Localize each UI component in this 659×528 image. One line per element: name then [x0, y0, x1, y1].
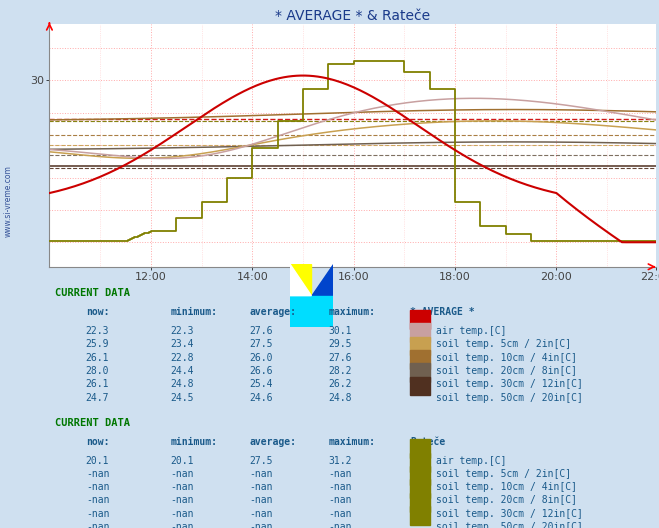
Text: 24.8: 24.8	[171, 379, 194, 389]
Bar	[410, 323, 430, 342]
Bar	[410, 337, 430, 355]
Bar	[410, 376, 430, 395]
Text: minimum:: minimum:	[171, 437, 217, 447]
Text: -nan: -nan	[328, 495, 352, 505]
Text: now:: now:	[86, 307, 109, 317]
Text: -nan: -nan	[328, 522, 352, 528]
Text: -nan: -nan	[328, 482, 352, 492]
Polygon shape	[290, 264, 312, 296]
Text: maximum:: maximum:	[328, 437, 376, 447]
Text: * AVERAGE *: * AVERAGE *	[410, 307, 474, 317]
Text: average:: average:	[250, 437, 297, 447]
Text: -nan: -nan	[171, 495, 194, 505]
Bar	[410, 506, 430, 525]
Bar	[410, 453, 430, 472]
Text: soil temp. 10cm / 4in[C]: soil temp. 10cm / 4in[C]	[436, 353, 577, 363]
Text: soil temp. 50cm / 20in[C]: soil temp. 50cm / 20in[C]	[436, 522, 583, 528]
Text: 31.2: 31.2	[328, 456, 352, 466]
Text: air temp.[C]: air temp.[C]	[436, 456, 506, 466]
Text: 28.0: 28.0	[86, 366, 109, 376]
Text: -nan: -nan	[250, 509, 273, 518]
Text: -nan: -nan	[250, 495, 273, 505]
Text: -nan: -nan	[86, 482, 109, 492]
Title: * AVERAGE * & Rateče: * AVERAGE * & Rateče	[275, 8, 430, 23]
Text: maximum:: maximum:	[328, 307, 376, 317]
Text: now:: now:	[86, 437, 109, 447]
Text: -nan: -nan	[328, 509, 352, 518]
Bar	[410, 493, 430, 512]
Text: soil temp. 5cm / 2in[C]: soil temp. 5cm / 2in[C]	[436, 469, 571, 479]
Text: 26.1: 26.1	[86, 353, 109, 363]
Bar	[410, 350, 430, 369]
Text: CURRENT DATA: CURRENT DATA	[55, 288, 130, 298]
Text: 25.9: 25.9	[86, 340, 109, 350]
Text: soil temp. 50cm / 20in[C]: soil temp. 50cm / 20in[C]	[436, 393, 583, 403]
Text: 27.6: 27.6	[328, 353, 352, 363]
Text: -nan: -nan	[171, 522, 194, 528]
Bar	[290, 264, 312, 296]
Text: www.si-vreme.com: www.si-vreme.com	[3, 165, 13, 237]
Text: -nan: -nan	[171, 482, 194, 492]
Text: soil temp. 5cm / 2in[C]: soil temp. 5cm / 2in[C]	[436, 340, 571, 350]
Text: -nan: -nan	[328, 469, 352, 479]
Text: -nan: -nan	[171, 469, 194, 479]
Text: -nan: -nan	[86, 509, 109, 518]
Text: 27.5: 27.5	[250, 456, 273, 466]
Bar	[410, 479, 430, 498]
Bar	[410, 439, 430, 458]
Text: 27.6: 27.6	[250, 326, 273, 336]
Text: 22.3: 22.3	[171, 326, 194, 336]
Text: -nan: -nan	[86, 495, 109, 505]
Text: CURRENT DATA: CURRENT DATA	[55, 418, 130, 428]
Text: 23.4: 23.4	[171, 340, 194, 350]
Text: 20.1: 20.1	[171, 456, 194, 466]
Text: soil temp. 20cm / 8in[C]: soil temp. 20cm / 8in[C]	[436, 495, 577, 505]
Text: 26.1: 26.1	[86, 379, 109, 389]
Text: -nan: -nan	[250, 482, 273, 492]
Text: 24.8: 24.8	[328, 393, 352, 403]
Text: 26.2: 26.2	[328, 379, 352, 389]
Text: minimum:: minimum:	[171, 307, 217, 317]
Text: 28.2: 28.2	[328, 366, 352, 376]
Bar	[410, 466, 430, 485]
Text: 24.5: 24.5	[171, 393, 194, 403]
Text: 24.6: 24.6	[250, 393, 273, 403]
Text: 24.7: 24.7	[86, 393, 109, 403]
Text: soil temp. 10cm / 4in[C]: soil temp. 10cm / 4in[C]	[436, 482, 577, 492]
Text: Rateče: Rateče	[410, 437, 445, 447]
Text: average:: average:	[250, 307, 297, 317]
Text: -nan: -nan	[250, 522, 273, 528]
Text: 20.1: 20.1	[86, 456, 109, 466]
Text: 29.5: 29.5	[328, 340, 352, 350]
Bar	[290, 296, 333, 327]
Text: -nan: -nan	[86, 469, 109, 479]
Text: 22.3: 22.3	[86, 326, 109, 336]
Text: 26.6: 26.6	[250, 366, 273, 376]
Text: 24.4: 24.4	[171, 366, 194, 376]
Text: air temp.[C]: air temp.[C]	[436, 326, 506, 336]
Text: soil temp. 30cm / 12in[C]: soil temp. 30cm / 12in[C]	[436, 379, 583, 389]
Text: 30.1: 30.1	[328, 326, 352, 336]
Text: soil temp. 30cm / 12in[C]: soil temp. 30cm / 12in[C]	[436, 509, 583, 518]
Text: 27.5: 27.5	[250, 340, 273, 350]
Bar	[410, 310, 430, 329]
Text: 25.4: 25.4	[250, 379, 273, 389]
Text: -nan: -nan	[250, 469, 273, 479]
Polygon shape	[312, 264, 333, 296]
Text: 26.0: 26.0	[250, 353, 273, 363]
Text: -nan: -nan	[171, 509, 194, 518]
Text: 22.8: 22.8	[171, 353, 194, 363]
Bar	[410, 363, 430, 382]
Text: -nan: -nan	[86, 522, 109, 528]
Text: soil temp. 20cm / 8in[C]: soil temp. 20cm / 8in[C]	[436, 366, 577, 376]
